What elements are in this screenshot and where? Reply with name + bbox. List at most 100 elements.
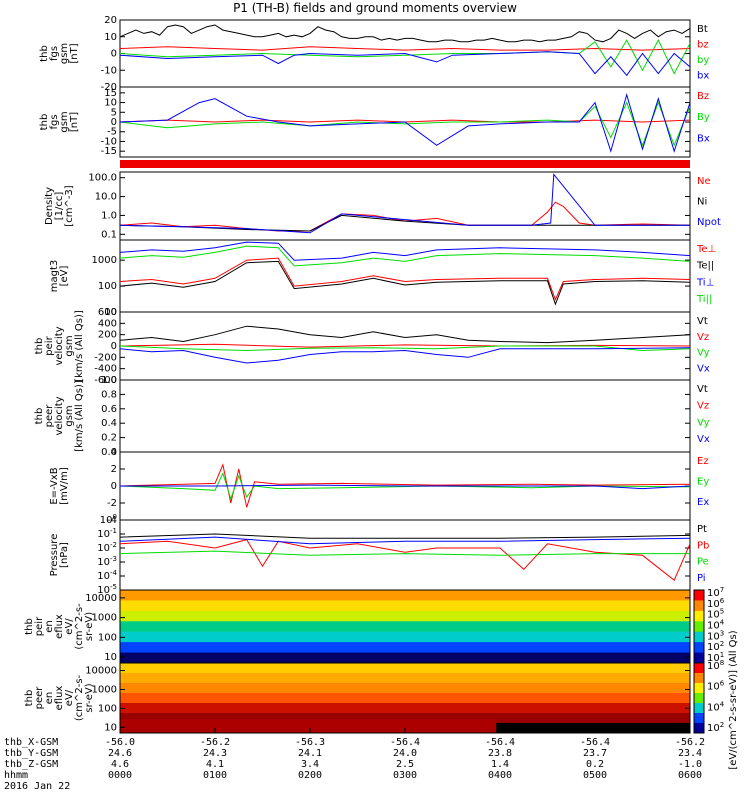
y-tick-label: 10000 [85,593,117,604]
y-tick-label: 0.8 [101,389,117,400]
y-tick-label: 0 [111,341,117,352]
y-tick-label: 1000 [92,613,117,624]
y-tick-label: 0.0 [101,447,117,458]
series-line-Te [119,257,691,301]
y-axis-label: fgs [49,114,60,129]
y-tick-label: 20 [104,15,117,26]
y-axis-label: thb [34,408,45,425]
y-tick-label: 15 [104,88,117,99]
y-tick-label: 10-3 [97,555,117,568]
ephemeris-value: 0100 [203,770,227,781]
y-axis-label: thb [39,45,50,62]
spectrogram-band [120,663,690,674]
y-axis-label: [nPa] [59,542,70,568]
series-line-Vt [119,325,691,344]
spectrogram-band [120,719,497,733]
y-tick-label: 5 [111,107,117,118]
panel-10: thb peer en eflux eV/(cm^2-s-sr-eV) [24,662,705,734]
ephemeris-value: 0200 [298,770,322,781]
ephemeris-value: 0600 [678,770,702,781]
legend-label: Ex [697,497,709,508]
y-tick-label: 0.4 [101,418,117,429]
y-axis-label: [mV/m] [59,467,70,505]
colorbar-segment [694,683,704,694]
y-tick-label: 0 [111,481,117,492]
y-axis-label: thb [34,338,45,355]
spectrogram-band [120,713,690,724]
legend-label: Vz [697,332,709,343]
ephemeris-value: 23.7 [583,748,607,759]
ephemeris-value: 24.0 [393,748,417,759]
panel-frame [119,311,691,381]
y-axis-label: peer [44,404,55,428]
y-tick-label: 2 [111,464,117,475]
spectrogram-band [120,693,690,704]
y-axis-label: gsm [59,43,70,64]
spectrogram-band [120,631,690,643]
series-line-By [119,101,691,147]
y-axis-label: en [44,620,55,633]
date-label: 2016 Jan 22 [4,781,70,792]
y-axis-label: gsm [59,111,70,132]
colorbar-segment [694,610,704,622]
y-tick-label: 10-5 [97,583,117,596]
ephemeris-value: -56.3 [295,737,325,748]
y-tick-label: 400 [98,318,117,329]
y-axis-label: Pressure [49,534,60,577]
legend-label: Te⊥ [696,244,716,255]
series-line-Pt [119,533,691,539]
ephemeris-label: thb_Y-GSM [4,748,58,759]
panel-4: magt3 [eV] Te⊥ Te|| Ti⊥ Ti|| [49,239,716,313]
panel-2: thb fgs gsm [nT] Bz By Bx [39,86,710,158]
y-tick-label: -20 [101,82,117,93]
y-axis-label: (cm^2-s- [74,674,85,721]
y-axis-label: thb [39,114,50,131]
y-tick-label: 100 [98,281,117,292]
colorbar-tick-label: 106 [707,680,725,693]
y-axis-label: gsm [64,335,75,356]
series-line-Vz [119,343,691,348]
colorbar-tick-label: 102 [707,721,724,734]
y-axis-label: eflux [54,686,65,711]
series-line-Npot [119,173,690,234]
panel-frame [119,171,691,241]
colorbar-tick-label: 104 [707,619,725,632]
spectrogram-band [120,703,690,714]
colorbar-segment [694,693,704,704]
y-axis-label: [1/cc] [54,192,65,221]
y-axis-label: velocity [54,326,65,365]
y-tick-label: 1000 [92,684,117,695]
panel-8: Pressure [nPa] Pt Pb Pe Pi [49,519,709,591]
legend-label: Te|| [696,261,714,272]
panel-9: thb peir en eflux eV/(cm^2-s-sr-eV) [24,589,705,664]
y-tick-label: -15 [101,146,117,157]
ephemeris-value: -56.4 [580,737,610,748]
colorbar-tick-label: 103 [707,629,724,642]
legend-label: Ti⊥ [696,277,714,288]
series-line-Ex [120,484,691,490]
y-axis-label: gsm [64,405,75,426]
y-axis-label: fgs [49,46,60,61]
y-tick-label: 0.6 [101,404,117,415]
panel-6: thb peer velocity gsm [km/s (All Qs)] Vt Vz Vy V… [34,379,710,453]
y-tick-label: 10 [104,307,117,318]
series-line-Ne [119,201,691,232]
y-tick-label: -5 [107,127,117,138]
legend-label: Ti|| [696,294,712,305]
y-tick-label: -10 [101,136,117,147]
colorbar-segment [694,642,704,654]
y-axis-label: [cm^-3] [64,185,75,226]
y-axis-label: thb [24,618,35,635]
y-axis-label: [km/s (All Qs)] [74,310,85,382]
y-tick-label: 10 [104,652,117,663]
y-axis-label: [eV] [59,266,70,287]
legend-label: Bx [697,133,710,144]
y-tick-label: 10 [104,32,117,43]
colorbar-tick-label: 108 [707,659,724,672]
y-tick-label: -2 [107,498,117,509]
y-axis-label: thb [24,690,35,707]
ephemeris-value: 24.3 [203,748,227,759]
panel-frame [119,379,691,453]
y-tick-label: -10 [101,65,117,76]
y-axis-label: (cm^2-s- [74,603,85,650]
